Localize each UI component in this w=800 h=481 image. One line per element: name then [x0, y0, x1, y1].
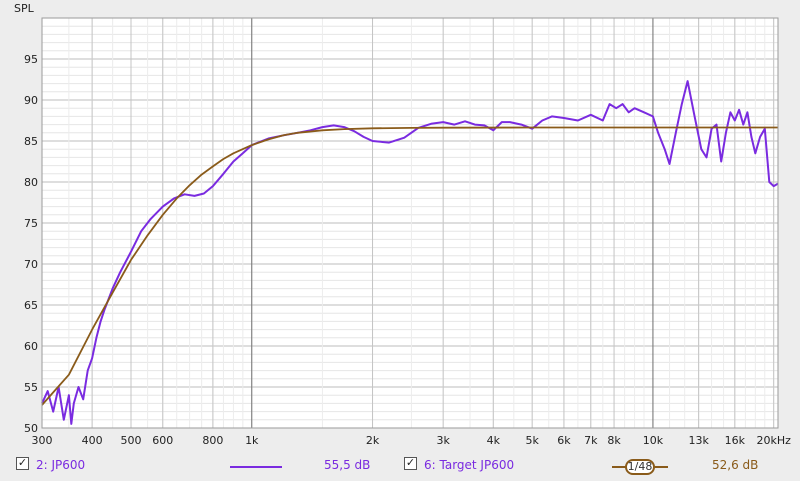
- y-tick-label: 80: [24, 176, 38, 189]
- y-tick-label: 50: [24, 422, 38, 435]
- series-layer: [41, 80, 779, 425]
- series2-label: 6: Target JP600: [424, 458, 515, 472]
- x-tick-label: 8k: [607, 434, 621, 447]
- y-tick-label: 55: [24, 381, 38, 394]
- x-tick-label: 10k: [643, 434, 664, 447]
- x-tick-label: 500: [120, 434, 141, 447]
- series-line-1: [41, 80, 779, 425]
- x-tick-label: 800: [202, 434, 223, 447]
- label-layer: 300 400 500 600 800 1k 2k 3k 4k 5k 6k 7k 8k 10k 13k 16k…: [24, 53, 791, 447]
- y-axis-label: SPL: [14, 2, 35, 15]
- x-tick-label: 5k: [525, 434, 539, 447]
- chart: 300 400 500 600 800 1k 2k 3k 4k 5k 6k 7k 8k 10k 13k 16k…: [14, 2, 791, 447]
- y-tick-label: 85: [24, 135, 38, 148]
- y-tick-label: 70: [24, 258, 38, 271]
- x-tick-label: 4k: [487, 434, 501, 447]
- series1-label: 2: JP600: [36, 458, 86, 472]
- chart-svg: 300 400 500 600 800 1k 2k 3k 4k 5k 6k 7k 8k 10k 13k 16k…: [14, 2, 791, 447]
- series1-checkbox[interactable]: ✓: [16, 456, 29, 470]
- series2-checkbox[interactable]: ✓: [404, 456, 417, 470]
- x-tick-label: 300: [32, 434, 53, 447]
- y-tick-label: 90: [24, 94, 38, 107]
- y-tick-label: 75: [24, 217, 38, 230]
- x-tick-label: 6k: [557, 434, 571, 447]
- y-tick-label: 65: [24, 299, 38, 312]
- series1-swatch: [230, 466, 282, 468]
- smoothing-selector[interactable]: 1/48: [625, 459, 655, 475]
- y-tick-label: 60: [24, 340, 38, 353]
- y-tick-label: 95: [24, 53, 38, 66]
- series1-value: 55,5 dB: [324, 458, 371, 472]
- x-tick-label: 16k: [725, 434, 746, 447]
- x-tick-label: 20kHz: [756, 434, 791, 447]
- x-tick-label: 7k: [584, 434, 598, 447]
- plot-border: [41, 17, 779, 429]
- series-line-2: [41, 126, 778, 406]
- x-tick-label: 2k: [366, 434, 380, 447]
- x-tick-label: 13k: [688, 434, 709, 447]
- x-tick-label: 400: [82, 434, 103, 447]
- x-tick-label: 600: [152, 434, 173, 447]
- series2-value: 52,6 dB: [712, 458, 759, 472]
- x-tick-label: 3k: [436, 434, 450, 447]
- legend-bar: ✓ 2: JP600 55,5 dB ✓ 6: Target JP600 1/4…: [0, 452, 800, 480]
- x-tick-label: 1k: [245, 434, 259, 447]
- grid-layer: [41, 17, 778, 429]
